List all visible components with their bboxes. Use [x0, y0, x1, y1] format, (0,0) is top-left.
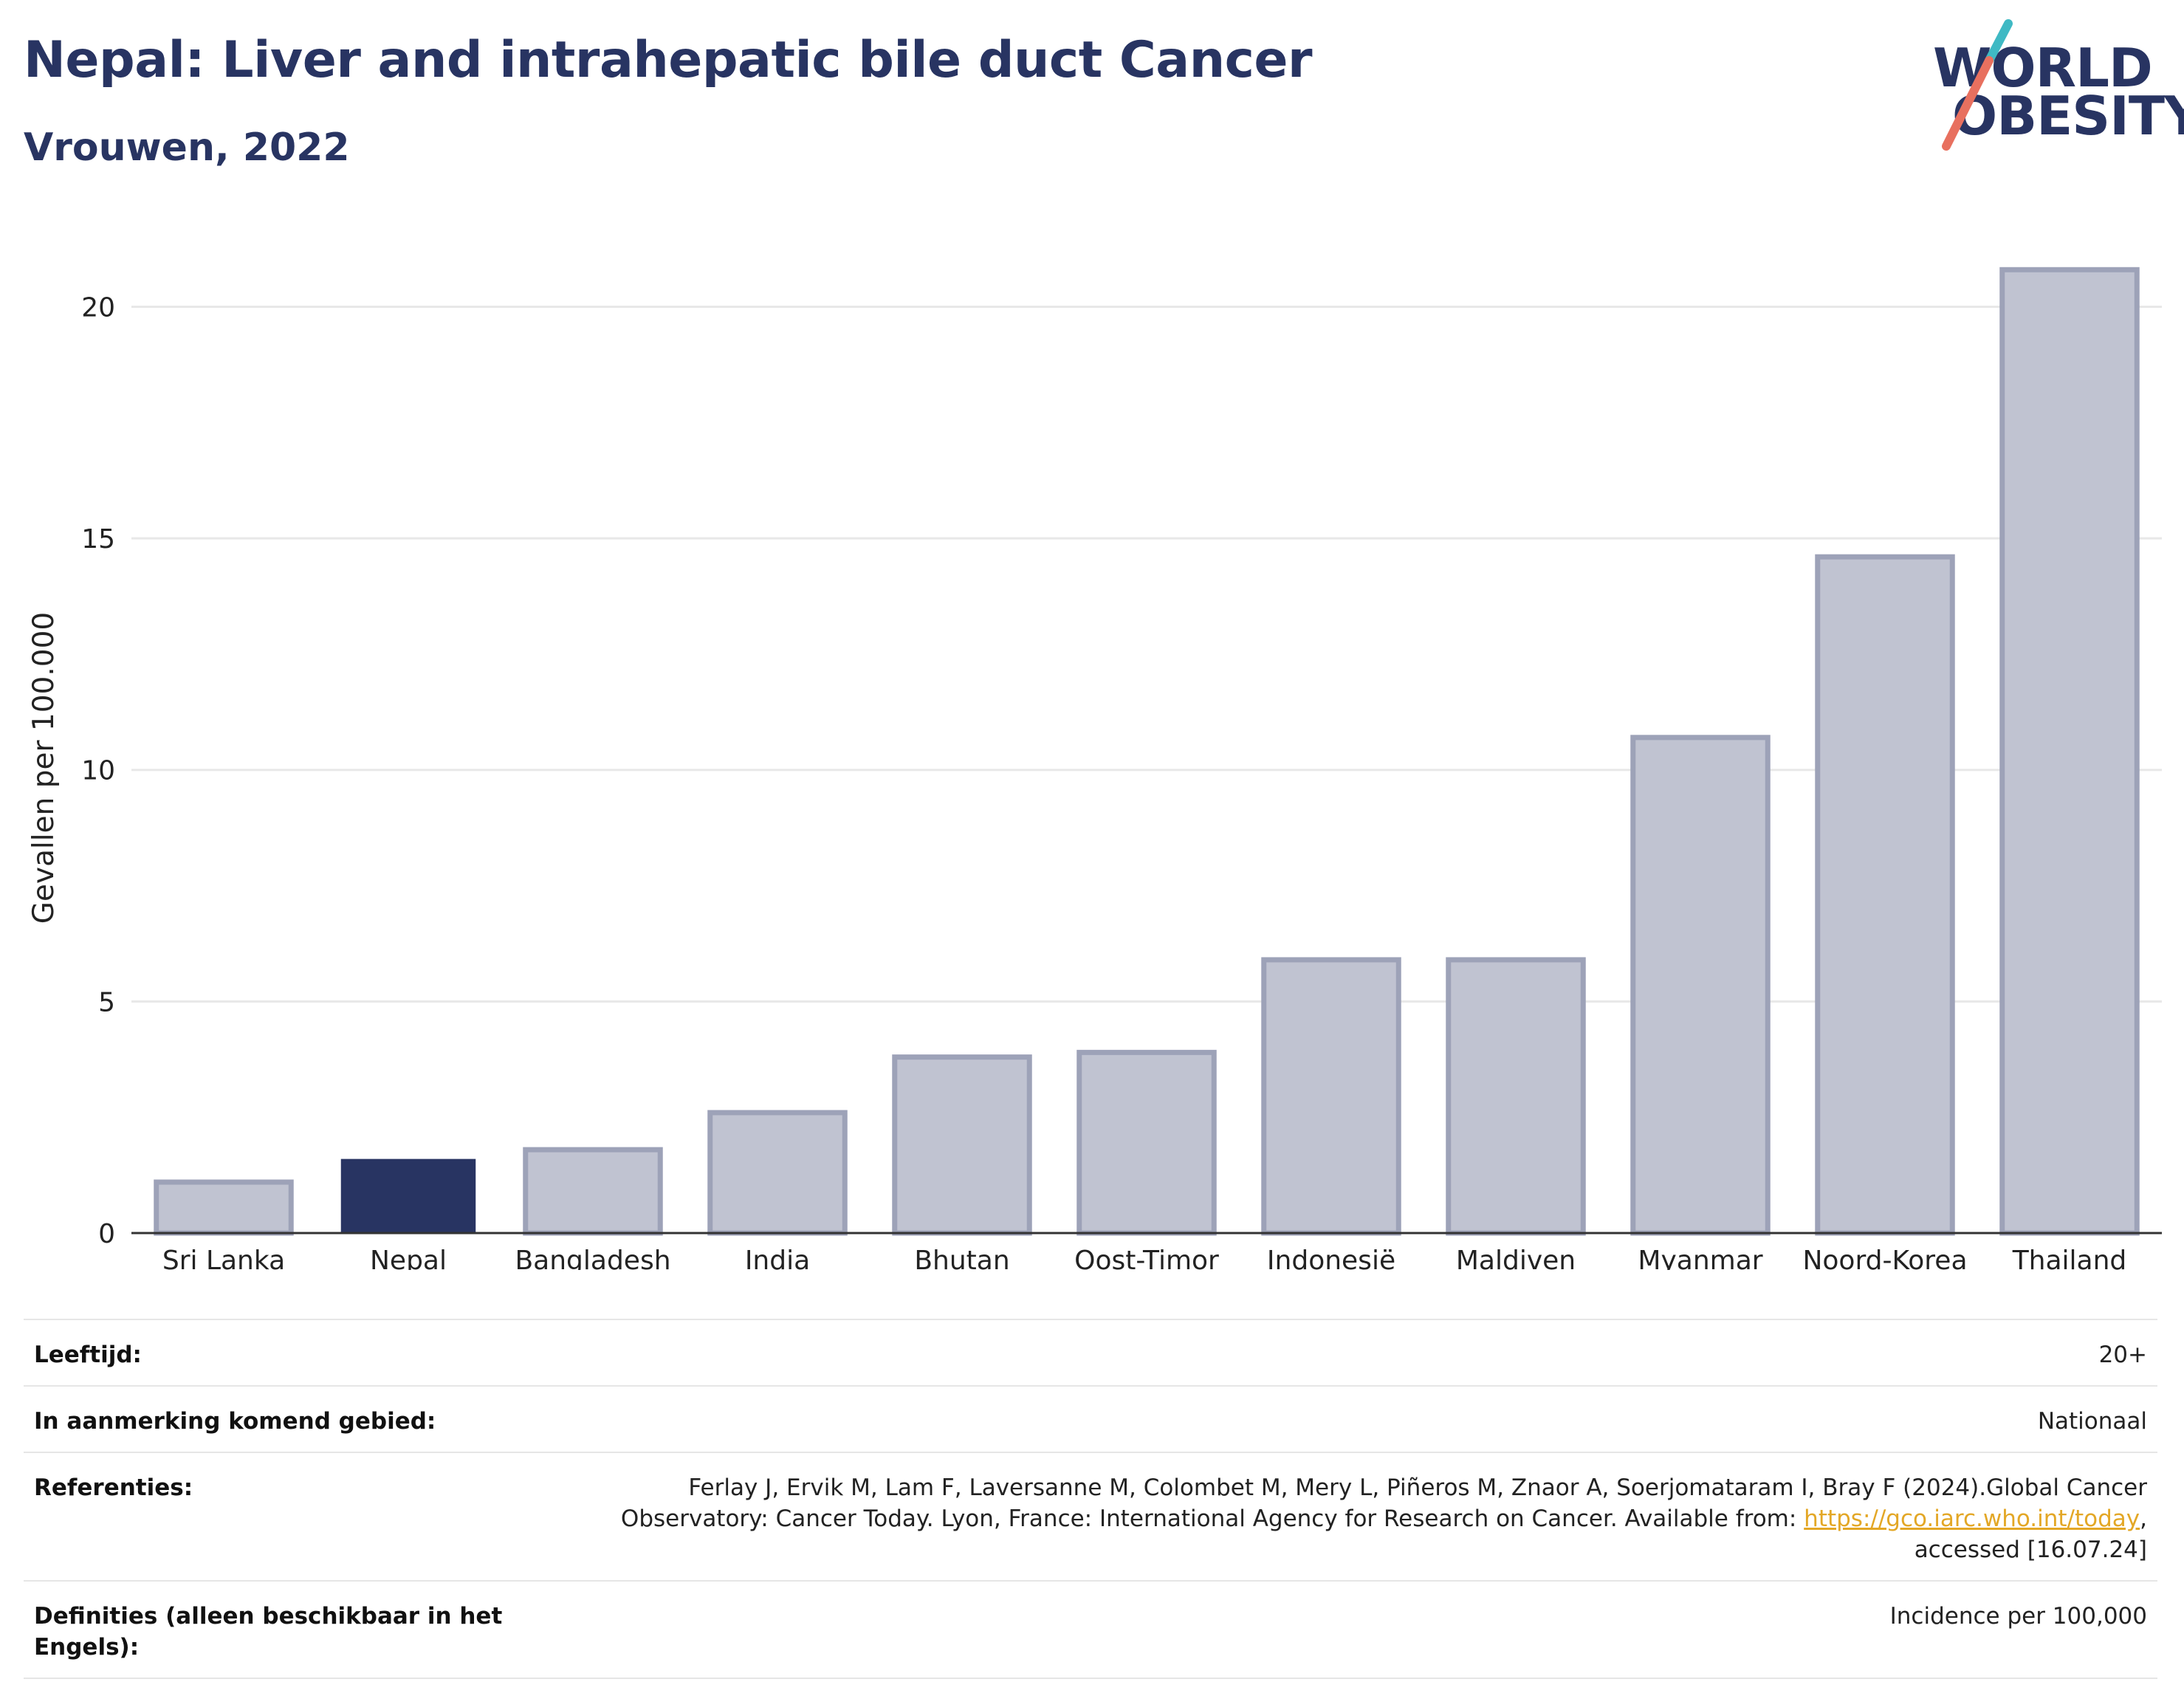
meta-age-label: Leeftijd:	[34, 1342, 142, 1368]
metadata-table: Leeftijd: 20+ In aanmerking komend gebie…	[24, 1319, 2157, 1679]
x-tick-label: Myanmar	[1638, 1246, 1762, 1270]
x-tick-label: Thailand	[2012, 1246, 2127, 1270]
meta-row-age: Leeftijd: 20+	[24, 1319, 2157, 1385]
logo-line-obesity: OBESITY	[1952, 85, 2184, 147]
x-tick-label: Noord-Korea	[1802, 1246, 1967, 1270]
y-tick-label: 20	[81, 292, 115, 323]
meta-def-value: Incidence per 100,000	[1889, 1603, 2147, 1630]
world-obesity-logo: WORLD OBESITY	[1920, 15, 2184, 162]
meta-row-area: In aanmerking komend gebied: Nationaal	[24, 1385, 2157, 1452]
bar	[1630, 735, 1771, 1236]
page-subtitle: Vrouwen, 2022	[24, 126, 350, 170]
reference-link[interactable]: https://gco.iarc.who.int/today	[1804, 1506, 2140, 1532]
meta-ref-text-2: , accessed [16.07.24]	[1914, 1506, 2147, 1563]
y-tick-label: 0	[98, 1219, 115, 1249]
x-tick-label: Nepal	[370, 1246, 447, 1270]
x-tick-label: Indonesië	[1267, 1246, 1395, 1270]
logo-slash-icon	[1942, 19, 2013, 151]
bar	[1076, 1049, 1217, 1236]
page-title: Nepal: Liver and intrahepatic bile duct …	[24, 31, 1313, 89]
x-tick-label: Bangladesh	[515, 1246, 670, 1270]
bar	[1815, 554, 1955, 1236]
meta-ref-value: Ferlay J, Ervik M, Lam F, Laversanne M, …	[567, 1472, 2147, 1565]
meta-def-label: Definities (alleen beschikbaar in het En…	[34, 1603, 503, 1661]
meta-area-label: In aanmerking komend gebied:	[34, 1408, 436, 1435]
bar	[1446, 957, 1586, 1236]
bar	[1261, 957, 1401, 1236]
bar-chart: 0 5 10 15 20 Sri Lanka Nepal Bangladesh India Bhu…	[27, 267, 2162, 1270]
y-tick-label: 5	[98, 987, 115, 1017]
bar	[707, 1110, 848, 1236]
x-tick-label: Bhutan	[914, 1246, 1009, 1270]
bar	[340, 1158, 476, 1233]
x-tick-label: Maldiven	[1456, 1246, 1576, 1270]
x-tick-label: India	[745, 1246, 810, 1270]
meta-ref-label: Referenties:	[34, 1474, 193, 1501]
bar	[1999, 267, 2140, 1236]
logo-line-world: WORLD	[1933, 37, 2153, 99]
bar	[892, 1054, 1032, 1236]
meta-row-references: Referenties: Ferlay J, Ervik M, Lam F, L…	[24, 1452, 2157, 1580]
meta-row-definitions: Definities (alleen beschikbaar in het En…	[24, 1580, 2157, 1679]
bar	[523, 1147, 663, 1236]
x-tick-label: Sri Lanka	[162, 1246, 285, 1270]
y-tick-label: 15	[81, 524, 115, 555]
meta-area-value: Nationaal	[2037, 1408, 2147, 1435]
y-tick-label: 10	[81, 756, 115, 786]
bar	[154, 1179, 294, 1236]
x-tick-label: Oost-Timor	[1074, 1246, 1219, 1270]
y-axis-label: Gevallen per 100.000	[27, 612, 61, 924]
meta-age-value: 20+	[2098, 1342, 2147, 1368]
meta-ref-text-1: Ferlay J, Ervik M, Lam F, Laversanne M, …	[620, 1474, 2147, 1532]
